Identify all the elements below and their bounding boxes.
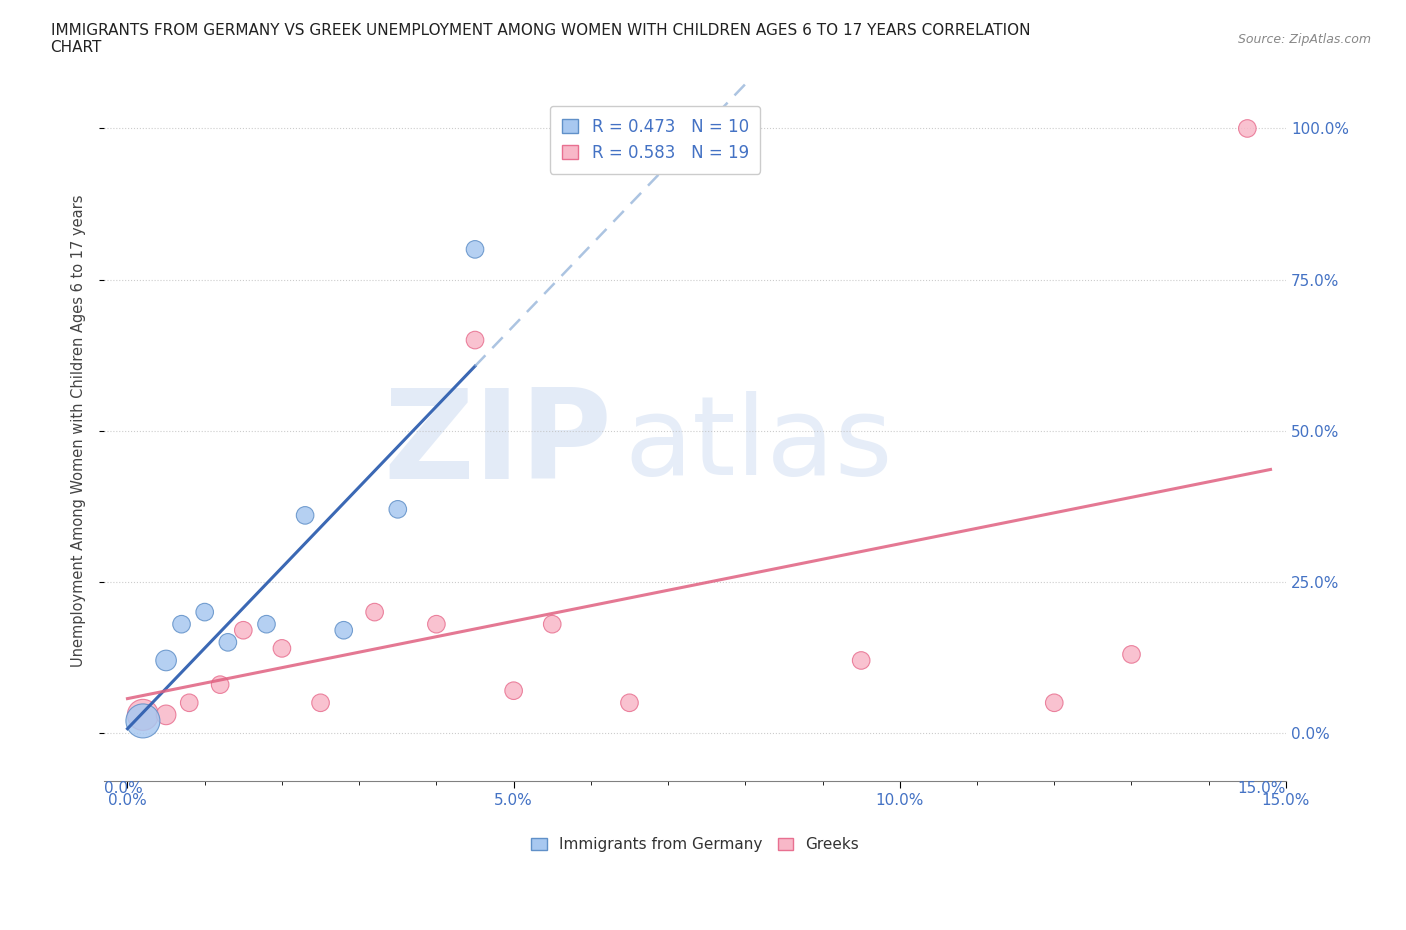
Point <box>217 635 239 650</box>
Point <box>294 508 316 523</box>
Point <box>464 242 486 257</box>
Point <box>179 696 201 711</box>
Point <box>132 708 155 723</box>
Text: Source: ZipAtlas.com: Source: ZipAtlas.com <box>1237 33 1371 46</box>
Point <box>1236 121 1258 136</box>
Text: ZIP: ZIP <box>384 384 613 505</box>
Point <box>332 623 354 638</box>
Point <box>363 604 385 619</box>
Point <box>232 623 254 638</box>
Point <box>155 708 177 723</box>
Point <box>387 502 409 517</box>
Point <box>502 684 524 698</box>
Point <box>851 653 873 668</box>
Point <box>271 641 294 656</box>
Text: IMMIGRANTS FROM GERMANY VS GREEK UNEMPLOYMENT AMONG WOMEN WITH CHILDREN AGES 6 T: IMMIGRANTS FROM GERMANY VS GREEK UNEMPLO… <box>51 23 1031 38</box>
Point <box>1121 647 1143 662</box>
Text: 0.0%: 0.0% <box>104 781 143 796</box>
Text: atlas: atlas <box>624 392 893 498</box>
Point <box>541 617 564 631</box>
Point <box>256 617 278 631</box>
Text: CHART: CHART <box>51 40 103 55</box>
Point <box>155 653 177 668</box>
Point <box>170 617 193 631</box>
Point <box>1043 696 1066 711</box>
Point <box>194 604 217 619</box>
Point <box>309 696 332 711</box>
Legend: Immigrants from Germany, Greeks: Immigrants from Germany, Greeks <box>526 831 865 858</box>
Text: 15.0%: 15.0% <box>1237 781 1286 796</box>
Point <box>209 677 232 692</box>
Point <box>425 617 447 631</box>
Point <box>464 333 486 348</box>
Point <box>619 696 641 711</box>
Point <box>132 713 155 728</box>
Y-axis label: Unemployment Among Women with Children Ages 6 to 17 years: Unemployment Among Women with Children A… <box>72 194 86 667</box>
